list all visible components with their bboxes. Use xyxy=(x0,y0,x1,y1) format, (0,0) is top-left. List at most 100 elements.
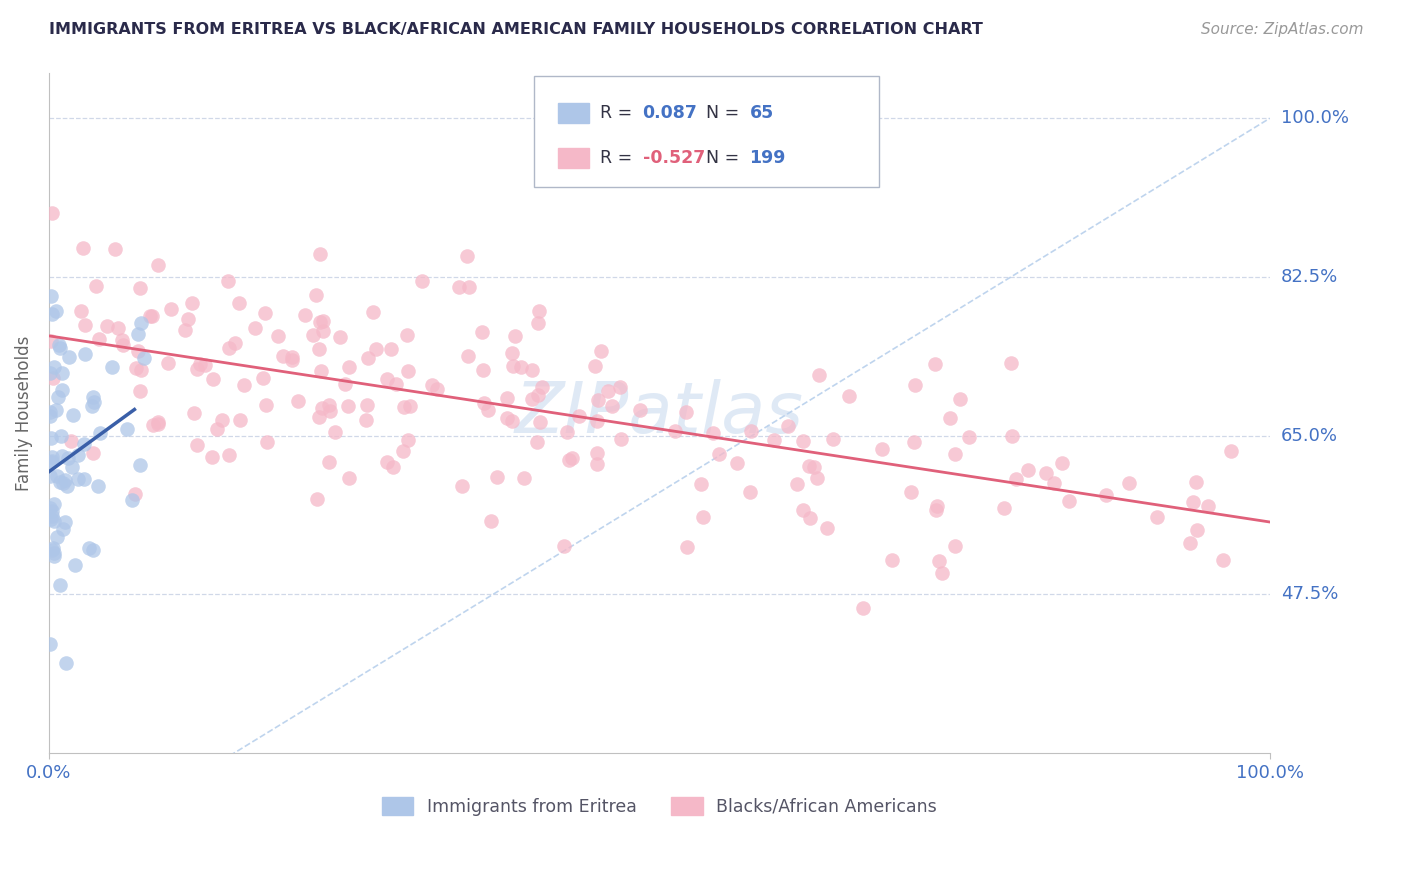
Point xyxy=(253,306,276,320)
Point xyxy=(104,243,127,257)
Point xyxy=(132,351,155,365)
Point xyxy=(42,541,65,556)
Point xyxy=(797,459,820,474)
Point xyxy=(87,478,110,492)
Point xyxy=(949,392,972,407)
Point xyxy=(309,364,332,378)
Point xyxy=(485,470,508,484)
Point xyxy=(870,442,893,456)
Point xyxy=(82,543,104,558)
Point xyxy=(1001,428,1024,442)
Point xyxy=(447,280,470,294)
Point xyxy=(177,312,200,326)
Point xyxy=(382,459,405,474)
Point xyxy=(41,543,63,558)
Text: N =: N = xyxy=(706,104,745,122)
Point xyxy=(318,398,340,412)
Point xyxy=(186,438,208,452)
Text: 82.5%: 82.5% xyxy=(1281,268,1339,286)
Point xyxy=(931,566,953,580)
Point xyxy=(63,558,86,572)
Point xyxy=(281,350,304,364)
Point xyxy=(39,512,62,526)
Point xyxy=(815,520,838,534)
Point xyxy=(361,305,384,319)
Point xyxy=(852,601,875,615)
Point xyxy=(52,476,75,491)
Point xyxy=(305,288,328,302)
Point xyxy=(309,246,332,260)
Point xyxy=(51,383,73,397)
Point xyxy=(83,395,105,409)
Point xyxy=(267,329,290,343)
Point xyxy=(904,378,927,392)
Point xyxy=(799,510,821,524)
Point xyxy=(194,358,217,372)
Point xyxy=(41,508,63,523)
Point xyxy=(254,398,277,412)
Point xyxy=(993,501,1015,516)
Point xyxy=(927,554,949,568)
Point xyxy=(457,279,479,293)
Point xyxy=(48,475,70,490)
Point xyxy=(555,425,578,439)
Point xyxy=(600,399,623,413)
Point xyxy=(138,309,160,323)
Point xyxy=(1146,510,1168,524)
Point xyxy=(583,359,606,373)
Point xyxy=(1185,475,1208,489)
Point xyxy=(55,657,77,671)
Point xyxy=(39,334,62,349)
Point xyxy=(59,434,82,448)
Point xyxy=(392,443,415,458)
Point xyxy=(1043,476,1066,491)
Point xyxy=(46,390,69,404)
Point xyxy=(375,372,398,386)
Point xyxy=(1050,456,1073,470)
Text: 0.087: 0.087 xyxy=(643,104,697,122)
Point xyxy=(96,319,118,334)
Point xyxy=(121,493,143,508)
Point xyxy=(39,468,62,483)
Point xyxy=(561,451,583,466)
Point xyxy=(160,302,183,317)
Point xyxy=(589,343,612,358)
Point xyxy=(52,522,75,536)
Point xyxy=(73,318,96,332)
Text: 100.0%: 100.0% xyxy=(1281,110,1348,128)
Point xyxy=(125,361,148,376)
Point xyxy=(471,363,494,377)
Point xyxy=(308,409,330,424)
Point xyxy=(82,390,104,404)
Point xyxy=(1220,444,1243,458)
Point xyxy=(141,309,163,323)
Point xyxy=(740,484,762,499)
Point xyxy=(675,405,697,419)
Point xyxy=(49,429,72,443)
Point xyxy=(201,371,224,385)
Point xyxy=(526,434,548,449)
Text: R =: R = xyxy=(600,149,638,167)
Point xyxy=(420,378,443,392)
Point xyxy=(142,417,165,432)
Point xyxy=(329,330,352,344)
Point xyxy=(73,472,96,486)
Point xyxy=(111,338,134,352)
Point xyxy=(709,447,731,461)
Point xyxy=(510,359,533,374)
Point xyxy=(67,473,90,487)
Point xyxy=(501,414,523,428)
Point xyxy=(51,366,73,380)
Point xyxy=(42,497,65,511)
Point xyxy=(527,316,550,330)
Point xyxy=(53,473,76,487)
Point xyxy=(364,342,387,356)
Point xyxy=(471,325,494,339)
Point xyxy=(927,499,949,513)
Text: 65: 65 xyxy=(749,104,773,122)
Point xyxy=(129,458,152,472)
Point xyxy=(502,359,524,374)
Point xyxy=(385,376,408,391)
Point xyxy=(903,434,925,449)
Point xyxy=(129,281,152,295)
